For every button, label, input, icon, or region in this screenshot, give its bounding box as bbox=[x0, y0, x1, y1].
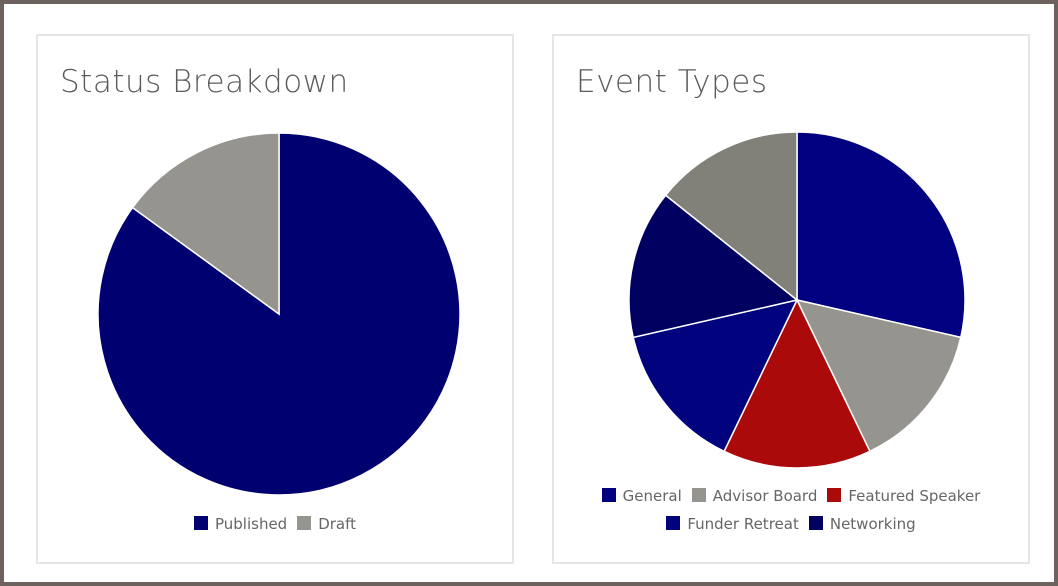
pie-slice-advisor-board[interactable] bbox=[795, 298, 962, 453]
status-legend: Published Draft bbox=[38, 510, 512, 538]
legend-label: Advisor Board bbox=[712, 487, 818, 505]
chart-title: Event Types bbox=[576, 64, 768, 100]
legend-swatch bbox=[808, 516, 823, 530]
legend-label: General bbox=[622, 487, 682, 505]
legend-swatch bbox=[666, 516, 681, 530]
pie-slice-draft[interactable] bbox=[131, 132, 280, 316]
legend-label: Funder Retreat bbox=[687, 515, 799, 533]
legend-item-featured-speaker[interactable]: Featured Speaker bbox=[827, 482, 980, 510]
legend-item-funder-retreat[interactable]: Funder Retreat bbox=[666, 510, 799, 538]
legend-item-general[interactable]: General bbox=[601, 482, 682, 510]
legend-label: Draft bbox=[318, 515, 357, 533]
legend-swatch bbox=[297, 516, 312, 530]
legend-swatch bbox=[193, 516, 208, 530]
pie-slice-networking[interactable] bbox=[628, 194, 799, 339]
status-pie-chart bbox=[97, 132, 461, 496]
legend-label: Featured Speaker bbox=[848, 487, 981, 505]
legend-item-draft[interactable]: Draft bbox=[297, 510, 356, 538]
legend-item-published[interactable]: Published bbox=[193, 510, 288, 538]
legend-swatch bbox=[691, 488, 706, 502]
pie-slice-general[interactable] bbox=[796, 131, 966, 339]
legend-label: Networking bbox=[829, 515, 916, 533]
event-types-card: Event Types General Advisor Board Featured… bbox=[552, 34, 1030, 564]
legend-label: Published bbox=[214, 515, 288, 533]
pie-slice-other[interactable] bbox=[664, 131, 798, 302]
legend-swatch bbox=[601, 488, 616, 502]
pie-slice-funder-retreat[interactable] bbox=[632, 298, 799, 453]
legend-item-networking[interactable]: Networking bbox=[808, 510, 916, 538]
legend-item-advisor-board[interactable]: Advisor Board bbox=[691, 482, 818, 510]
legend-swatch bbox=[827, 488, 842, 502]
event-types-pie-chart bbox=[628, 131, 966, 469]
pie-slice-featured-speaker[interactable] bbox=[723, 298, 871, 469]
status-breakdown-card: Status Breakdown Published Draft bbox=[36, 34, 514, 564]
chart-title: Status Breakdown bbox=[60, 64, 349, 100]
event-types-legend: General Advisor Board Featured Speaker Fund… bbox=[554, 482, 1028, 538]
